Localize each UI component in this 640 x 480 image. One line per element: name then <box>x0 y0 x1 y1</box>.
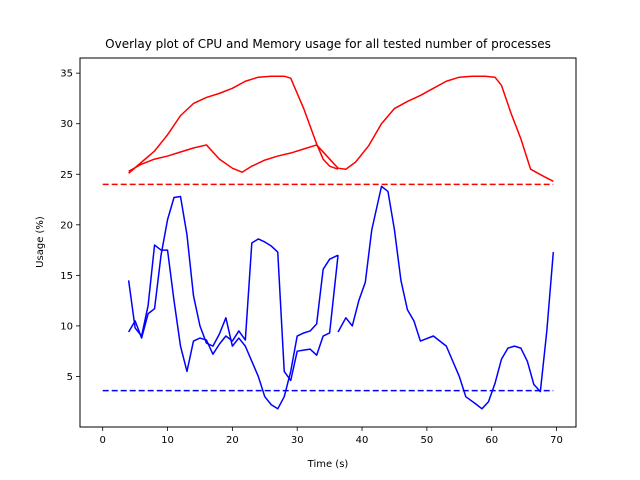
x-tick-label: 30 <box>291 435 304 446</box>
series-layer <box>102 75 555 410</box>
y-tick-label: 15 <box>60 271 73 282</box>
y-tick-label: 35 <box>60 69 73 80</box>
x-tick-label: 70 <box>550 435 563 446</box>
x-tick-label: 10 <box>161 435 174 446</box>
plot-frame <box>79 57 577 428</box>
series-line-2 <box>337 75 554 183</box>
y-tick-label: 30 <box>60 119 73 130</box>
x-tick-label: 40 <box>356 435 369 446</box>
y-axis: 5 10 15 20 25 30 35 <box>60 69 80 383</box>
x-tick-label: 20 <box>226 435 239 446</box>
series-line-0 <box>128 75 339 174</box>
x-axis: 0 10 20 30 40 50 60 70 <box>100 427 563 446</box>
series-line-6 <box>337 185 555 410</box>
x-tick-label: 60 <box>485 435 498 446</box>
chart-title: Overlay plot of CPU and Memory usage for… <box>105 37 551 51</box>
series-line-1 <box>128 144 339 173</box>
y-tick-label: 20 <box>60 220 73 231</box>
y-tick-label: 10 <box>60 321 73 332</box>
x-tick-label: 0 <box>100 435 106 446</box>
x-axis-title: Time (s) <box>307 459 349 470</box>
x-tick-label: 50 <box>421 435 434 446</box>
y-tick-label: 5 <box>67 372 73 383</box>
series-line-4 <box>127 238 339 382</box>
y-axis-title: Usage (%) <box>35 216 46 268</box>
series-line-5 <box>127 195 339 410</box>
y-tick-label: 25 <box>60 170 73 181</box>
